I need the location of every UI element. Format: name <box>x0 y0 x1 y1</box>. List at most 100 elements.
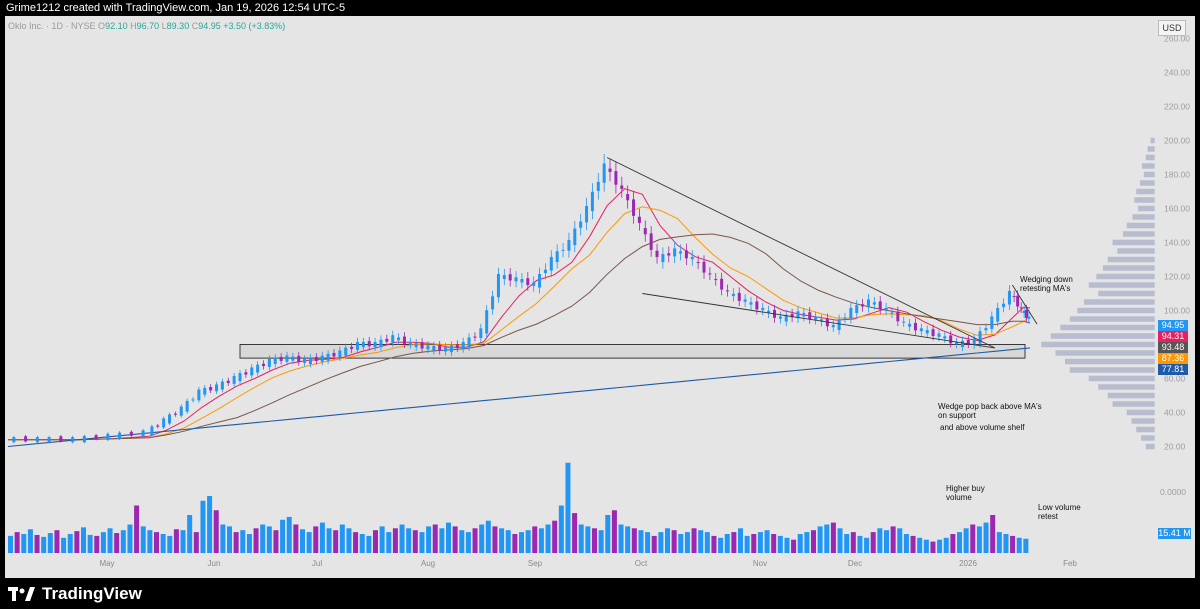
volume-bar <box>605 515 611 553</box>
volume-bar <box>850 532 856 553</box>
candle-body <box>308 357 312 365</box>
volume-bar <box>777 535 783 553</box>
candle-body <box>1019 307 1023 309</box>
volume-bar <box>592 528 597 553</box>
volume-bar <box>173 529 179 553</box>
candle-body <box>878 301 882 310</box>
volume-profile-bar <box>1088 375 1156 382</box>
volume-bar <box>751 534 757 553</box>
volume-bar <box>392 528 398 553</box>
top-bar: Grime1212 created with TradingView.com, … <box>0 0 1200 16</box>
volume-bar <box>27 529 33 553</box>
price-tick-label: 100.00 <box>1164 306 1190 316</box>
month-tick-label: Aug <box>421 559 435 568</box>
volume-bar <box>446 522 451 553</box>
candle-body <box>614 171 618 185</box>
volume-bar <box>67 534 73 553</box>
volume-bar <box>246 534 252 553</box>
candle-body <box>925 330 929 334</box>
volume-bar <box>950 534 956 553</box>
volume-profile-bar <box>1097 290 1156 297</box>
candle-body <box>790 313 794 318</box>
volume-bar <box>917 537 923 553</box>
candle-body <box>168 414 172 424</box>
volume-bar <box>227 526 232 553</box>
candle-body <box>1007 290 1011 305</box>
volume-bar <box>207 496 213 553</box>
volume-bar <box>293 524 299 553</box>
ma-long-line <box>7 347 1031 448</box>
volume-bar <box>180 530 186 553</box>
high-label: H <box>130 21 137 31</box>
candle-body <box>361 341 365 348</box>
candle-body <box>47 437 51 443</box>
volume-bar <box>558 505 564 553</box>
candle-body <box>661 254 665 263</box>
price-tick-label: 60.00 <box>1164 374 1186 384</box>
candle-body <box>796 311 800 319</box>
annotation-volume-shelf: and above volume shelf <box>940 423 1025 432</box>
volume-bar <box>426 526 432 553</box>
volume-bar <box>572 513 578 553</box>
chart-area[interactable] <box>5 16 1195 578</box>
volume-bar <box>552 520 558 553</box>
volume-profile-bar <box>1131 417 1156 425</box>
volume-bar <box>366 535 372 553</box>
candle-body <box>890 312 894 314</box>
candle-body <box>549 256 553 271</box>
volume-profile-bar <box>1083 298 1156 306</box>
volume-bar <box>638 530 644 553</box>
currency-button[interactable]: USD <box>1158 20 1186 36</box>
volume-bar <box>412 530 418 553</box>
month-tick-label: Oct <box>635 559 648 568</box>
candle-body <box>743 299 747 302</box>
volume-profile-bar <box>1122 230 1156 238</box>
volume-bar <box>273 530 279 553</box>
volume-bar <box>313 526 319 553</box>
volume-bar <box>731 532 737 553</box>
candle-body <box>238 373 242 382</box>
volume-bar <box>386 532 392 553</box>
candle-body <box>1022 310 1026 314</box>
candle-body <box>720 278 724 290</box>
price-tick-label: 200.00 <box>1164 136 1190 146</box>
candle-body <box>285 355 289 362</box>
volume-bar <box>970 524 976 553</box>
candle-body <box>726 290 730 292</box>
volume-bar <box>432 524 438 553</box>
volume-bar <box>724 534 730 553</box>
volume-bar <box>419 532 425 553</box>
volume-bar <box>691 528 697 553</box>
volume-bar <box>107 528 113 553</box>
candle-body <box>367 341 371 347</box>
volume-profile-bar <box>1143 171 1156 178</box>
volume-profile-bar <box>1050 332 1156 340</box>
volume-bar <box>545 524 551 553</box>
volume-bar <box>897 528 903 553</box>
volume-bar <box>160 534 166 553</box>
price-tick-label: 160.00 <box>1164 204 1190 214</box>
volume-profile-bar <box>1137 205 1156 212</box>
candle-body <box>438 345 442 351</box>
volume-bar <box>877 528 883 553</box>
candle-body <box>408 341 412 345</box>
candle-body <box>156 425 160 427</box>
candle-body <box>802 313 806 317</box>
volume-bar <box>399 524 405 553</box>
candle-body <box>344 347 348 356</box>
month-tick-label: Jul <box>312 559 322 568</box>
price-chart[interactable]: 260.00 240.00 220.00 200.00 180.00 160.00 140.… <box>0 0 1200 578</box>
price-tag: 94.95 <box>1158 320 1188 331</box>
volume-bar <box>698 530 704 553</box>
candle-body <box>585 205 589 223</box>
candle-body <box>943 336 947 339</box>
volume-profile-bar <box>1145 443 1156 450</box>
tradingview-logo[interactable]: TradingView <box>8 583 142 605</box>
volume-bar <box>326 528 332 553</box>
volume-bar <box>306 532 312 553</box>
annotation-wedge-pop: Wedge pop back above MA's on support <box>938 402 1042 420</box>
annotation-wedging-down: Wedging down retesting MA's <box>1020 275 1073 293</box>
candle-body <box>385 338 389 342</box>
month-tick-label: Jun <box>208 559 221 568</box>
candle-body <box>129 431 133 436</box>
